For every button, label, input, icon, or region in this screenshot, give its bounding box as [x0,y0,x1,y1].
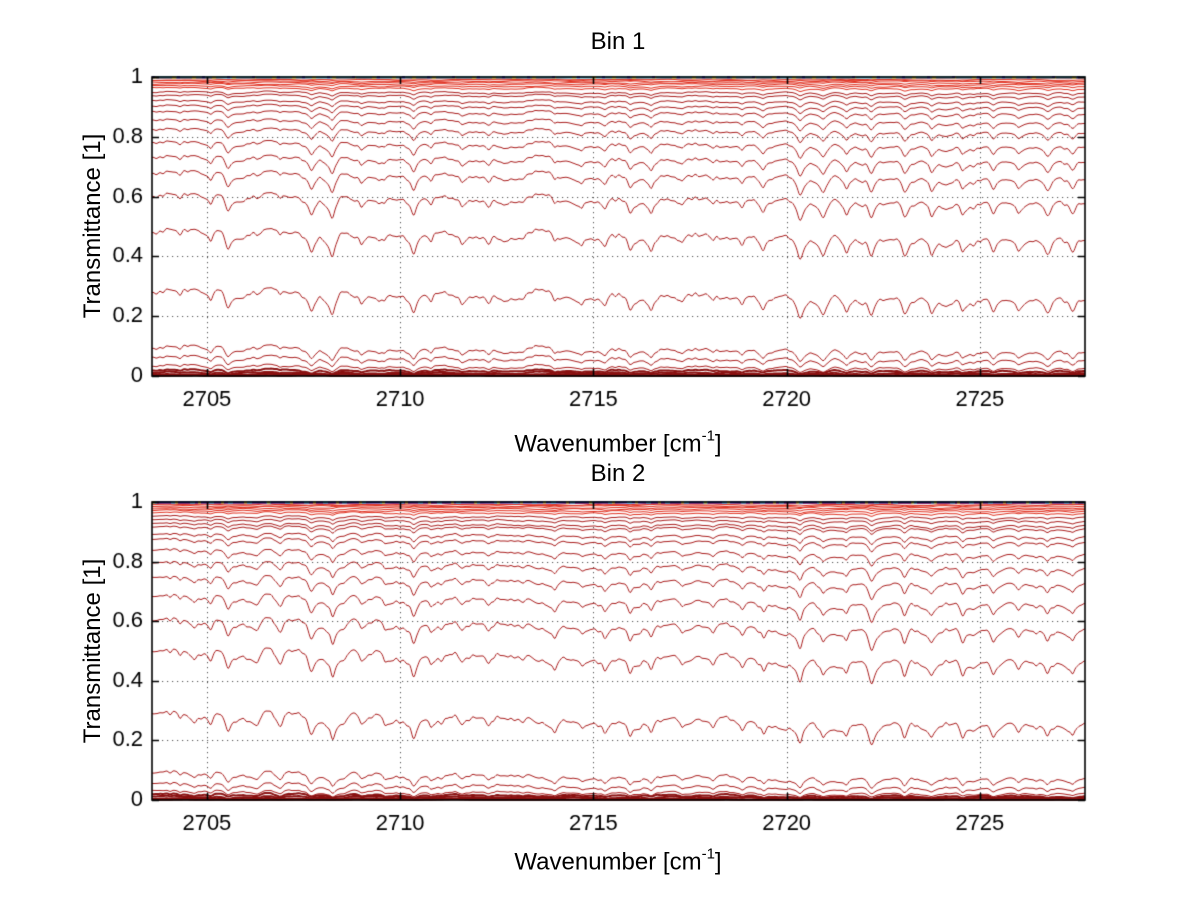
bin2-title: Bin 2 [590,460,646,487]
bin1-title: Bin 1 [590,28,646,55]
bin2-xlabel-sup: -1 [701,845,715,863]
bin1-xlabel-post: ] [714,430,722,458]
bin1-xlabel-pre: Wavenumber [cm [514,430,702,458]
bin1-xlabel: Wavenumber [cm-1] [514,427,722,459]
bin2-xlabel-pre: Wavenumber [cm [514,848,702,876]
bin1-xlabel-sup: -1 [701,427,715,445]
bin1-ylabel: Transmittance [1] [79,133,106,319]
bin2-xlabel: Wavenumber [cm-1] [514,845,722,877]
bin2-xlabel-post: ] [714,848,722,876]
bin2-ylabel: Transmittance [1] [79,558,106,744]
